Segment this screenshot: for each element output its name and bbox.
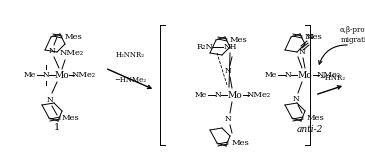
Text: N: N <box>215 91 222 99</box>
Text: Me: Me <box>24 71 36 79</box>
Text: NMe₂: NMe₂ <box>60 49 84 57</box>
Text: N: N <box>299 48 306 56</box>
Text: R₂N: R₂N <box>196 43 213 51</box>
Text: Mes: Mes <box>229 36 247 44</box>
Text: Me: Me <box>265 71 277 79</box>
Text: N: N <box>224 67 231 75</box>
Text: N: N <box>307 33 314 41</box>
Text: Mes: Mes <box>231 139 249 147</box>
Text: Me: Me <box>195 91 207 99</box>
Text: Mo: Mo <box>55 70 69 79</box>
Text: N: N <box>285 71 291 79</box>
Text: Mo: Mo <box>297 70 312 79</box>
Text: 1: 1 <box>54 122 60 131</box>
Text: N: N <box>293 95 299 103</box>
Text: Mes: Mes <box>304 33 322 41</box>
Text: −HNR₂: −HNR₂ <box>319 74 345 82</box>
Text: Mes: Mes <box>61 114 79 122</box>
Text: Mes: Mes <box>64 33 82 41</box>
Text: Mes: Mes <box>306 114 324 122</box>
Text: NH: NH <box>223 43 237 51</box>
Text: N: N <box>224 115 231 123</box>
Text: N: N <box>49 47 55 55</box>
Text: H₂NNR₂: H₂NNR₂ <box>115 51 145 59</box>
Text: migration: migration <box>341 36 365 44</box>
Text: α,β-proton: α,β-proton <box>339 26 365 34</box>
Text: anti-2: anti-2 <box>297 125 323 134</box>
Text: NMe₂: NMe₂ <box>247 91 271 99</box>
Text: N: N <box>43 71 49 79</box>
Text: NMe₂: NMe₂ <box>72 71 96 79</box>
Text: Mo: Mo <box>228 91 242 100</box>
Text: −HNMe₂: −HNMe₂ <box>114 76 146 84</box>
Text: NMe₂: NMe₂ <box>317 71 341 79</box>
Text: N: N <box>47 96 53 104</box>
